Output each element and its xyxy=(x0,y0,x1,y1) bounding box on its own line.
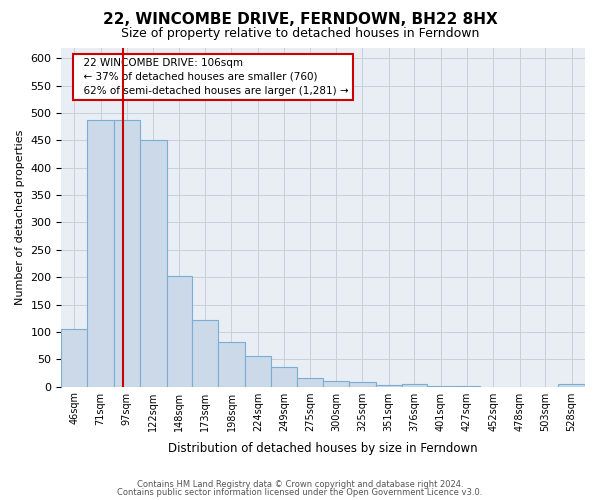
Bar xyxy=(298,378,323,386)
Bar xyxy=(558,384,585,386)
Text: Size of property relative to detached houses in Ferndown: Size of property relative to detached ho… xyxy=(121,28,479,40)
Bar xyxy=(140,140,167,386)
Text: Contains public sector information licensed under the Open Government Licence v3: Contains public sector information licen… xyxy=(118,488,482,497)
Bar xyxy=(193,320,218,386)
Bar xyxy=(349,382,376,386)
Bar xyxy=(114,120,140,386)
Y-axis label: Number of detached properties: Number of detached properties xyxy=(15,130,25,304)
X-axis label: Distribution of detached houses by size in Ferndown: Distribution of detached houses by size … xyxy=(169,442,478,455)
Text: 22 WINCOMBE DRIVE: 106sqm
  ← 37% of detached houses are smaller (760)
  62% of : 22 WINCOMBE DRIVE: 106sqm ← 37% of detac… xyxy=(77,58,349,96)
Text: 22, WINCOMBE DRIVE, FERNDOWN, BH22 8HX: 22, WINCOMBE DRIVE, FERNDOWN, BH22 8HX xyxy=(103,12,497,28)
Bar xyxy=(167,276,193,386)
Bar xyxy=(401,384,427,386)
Bar xyxy=(323,381,349,386)
Bar xyxy=(87,120,114,386)
Bar xyxy=(376,385,401,386)
Bar xyxy=(218,342,245,386)
Bar xyxy=(61,329,87,386)
Bar xyxy=(271,368,298,386)
Text: Contains HM Land Registry data © Crown copyright and database right 2024.: Contains HM Land Registry data © Crown c… xyxy=(137,480,463,489)
Bar xyxy=(245,356,271,386)
